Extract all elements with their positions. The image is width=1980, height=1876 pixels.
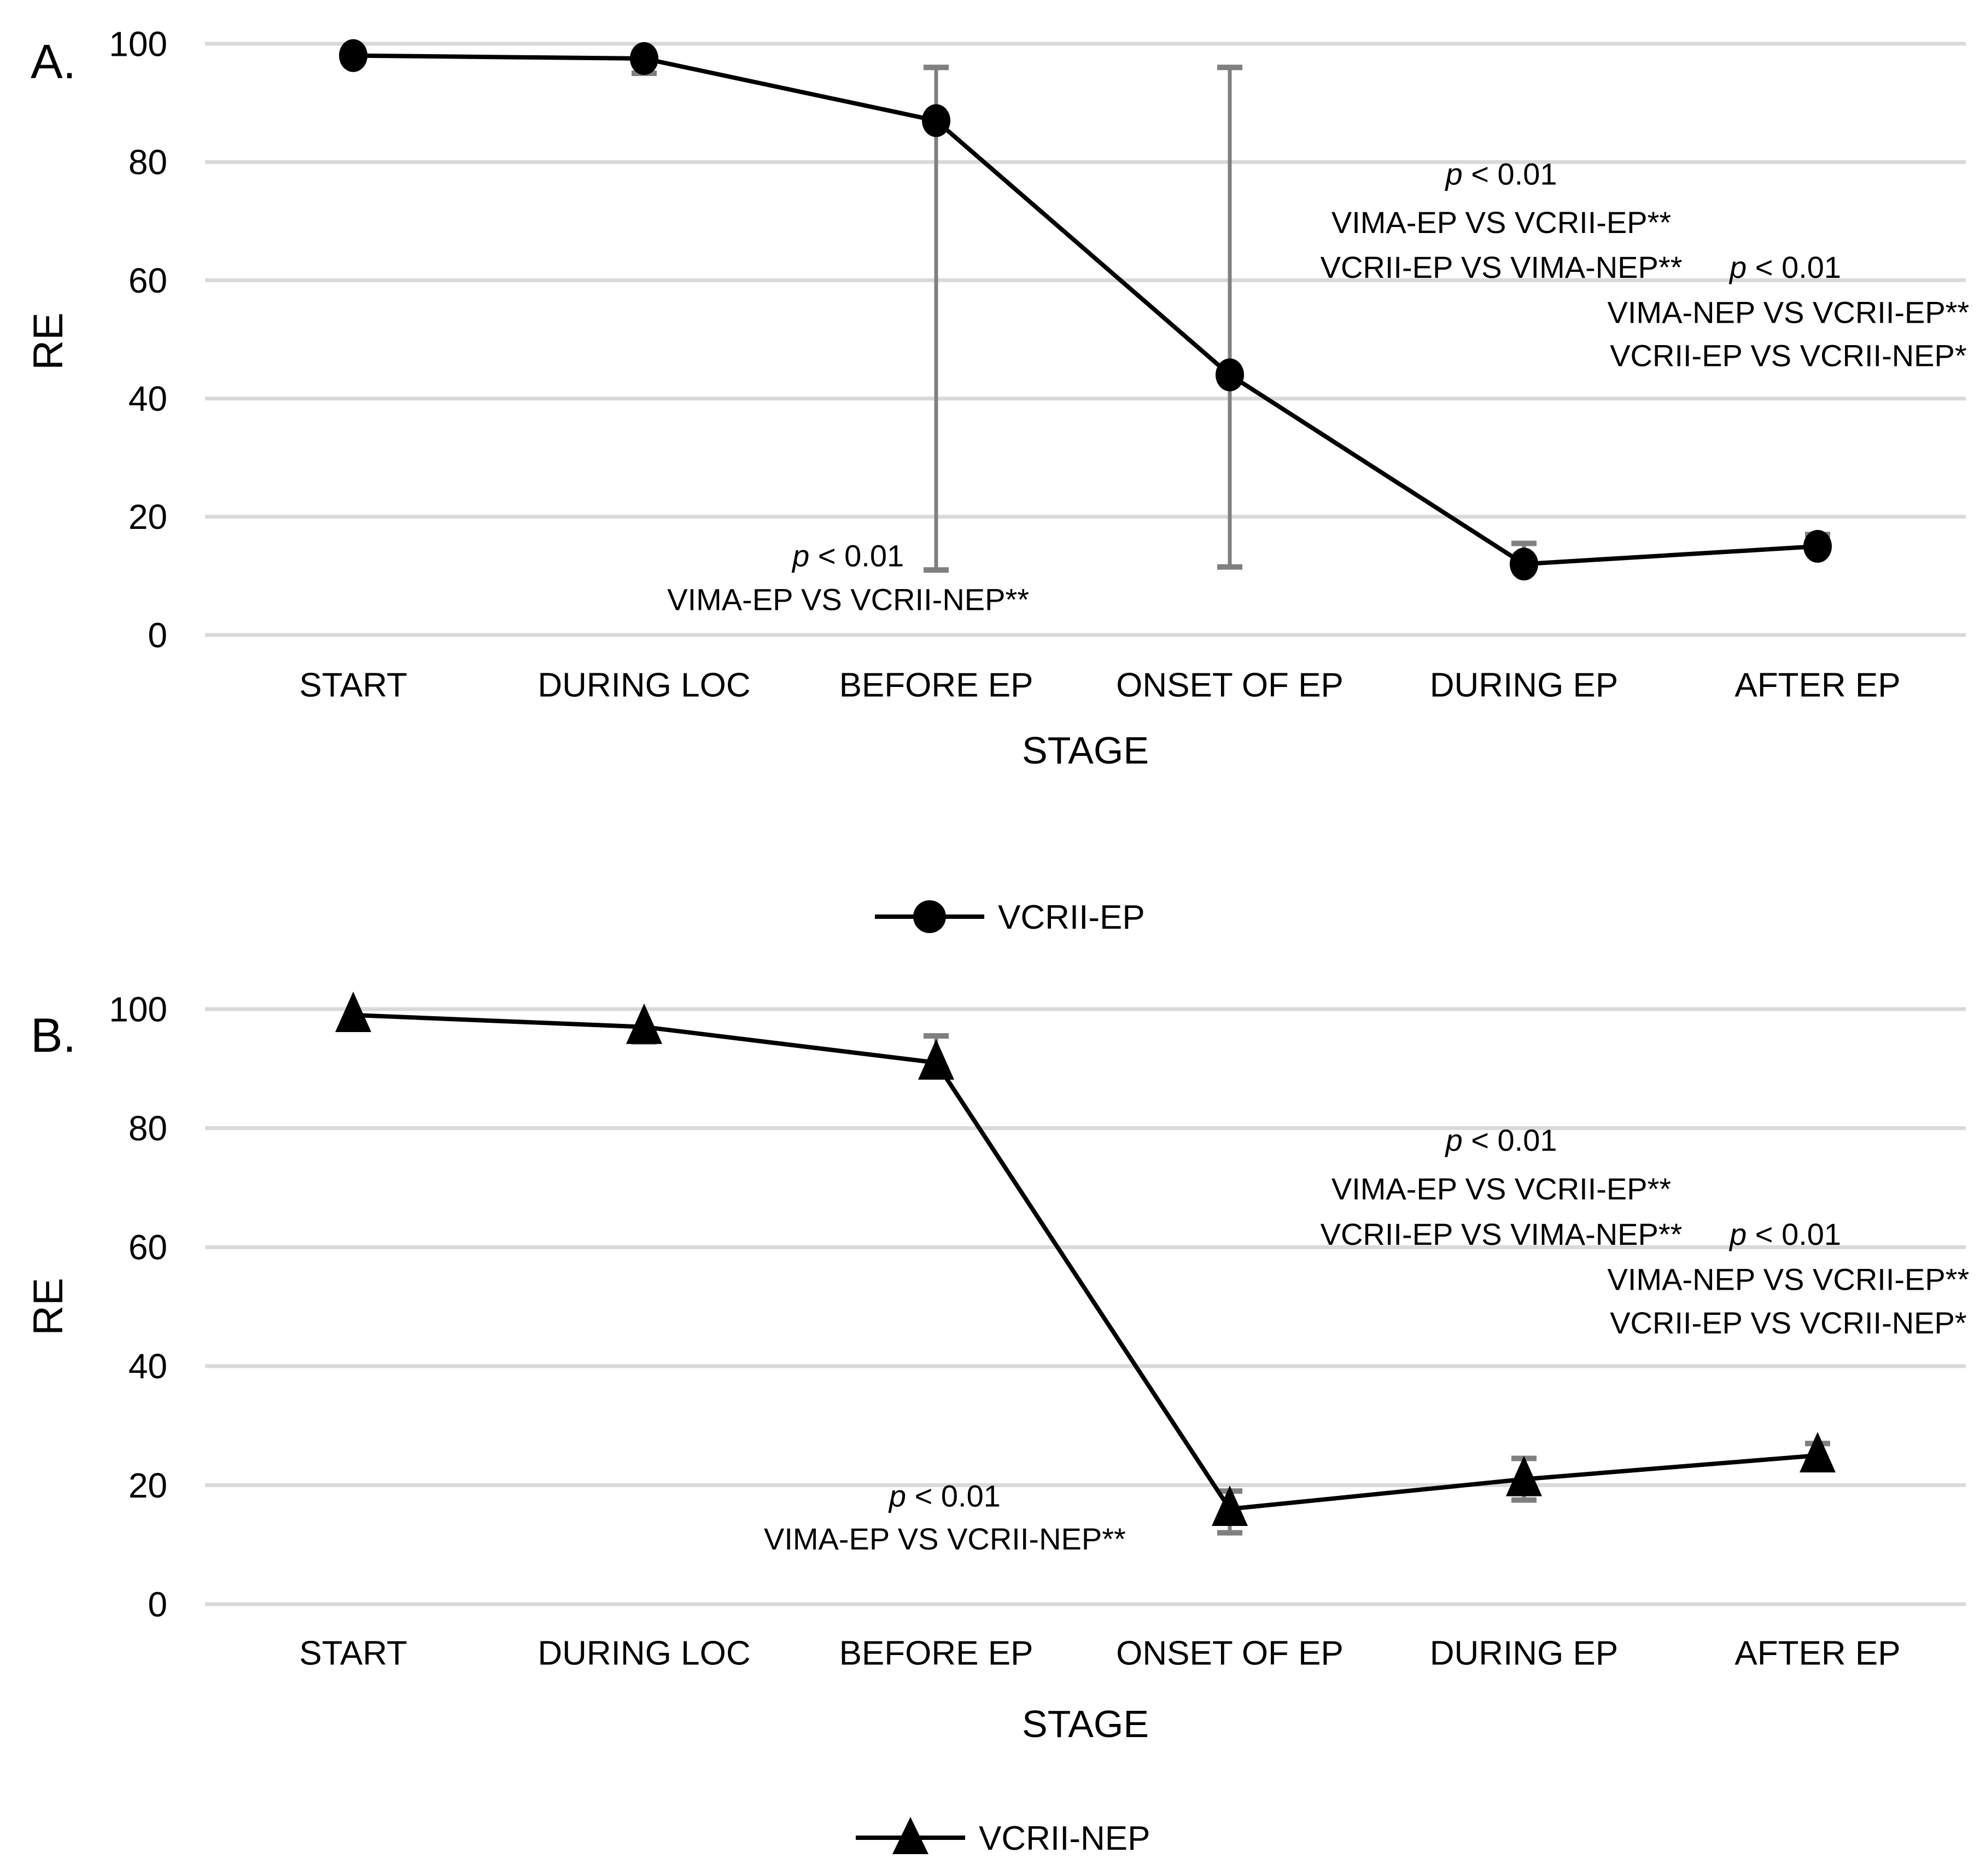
x-category-label: ONSET OF EP — [1116, 667, 1344, 704]
panel-b-y-axis-title: RE — [25, 1278, 72, 1336]
panel-a-x-axis-title: STAGE — [1022, 729, 1149, 772]
annotation-text: p < 0.01 — [1728, 250, 1841, 284]
y-tick-label: 20 — [129, 497, 167, 537]
y-tick-label: 80 — [129, 143, 167, 182]
data-point-marker — [335, 991, 371, 1032]
x-category-label: DURING LOC — [538, 1635, 750, 1673]
y-tick-label: 80 — [129, 1109, 167, 1148]
data-point-marker — [1216, 358, 1244, 392]
y-tick-label: 0 — [148, 615, 167, 655]
legend-circle-marker-icon — [913, 900, 946, 933]
data-point-marker — [922, 104, 950, 137]
data-point-marker — [1506, 1455, 1542, 1496]
annotation-text: VIMA-EP VS VCRII-NEP** — [764, 1522, 1126, 1556]
y-tick-label: 60 — [129, 261, 167, 300]
data-point-marker — [630, 42, 658, 75]
x-category-label: START — [299, 667, 407, 704]
annotation-text: p < 0.01 — [1445, 1123, 1557, 1157]
x-category-label: AFTER EP — [1734, 1635, 1900, 1673]
panel-b-x-axis-title: STAGE — [1022, 1703, 1149, 1745]
annotation-text: VIMA-NEP VS VCRII-EP** — [1608, 295, 1970, 329]
panel-b-legend: VCRII-NEP — [856, 1817, 1150, 1857]
x-category-label: DURING EP — [1430, 1635, 1618, 1673]
annotation-text: VIMA-EP VS VCRII-EP** — [1331, 1172, 1671, 1206]
annotation-text: VCRII-EP VS VIMA-NEP** — [1321, 1217, 1683, 1251]
series-line — [353, 1012, 1818, 1512]
annotation-text: VIMA-NEP VS VCRII-EP** — [1608, 1262, 1970, 1297]
panel-b-letter: B. — [31, 1008, 76, 1062]
annotation-text: VCRII-EP VS VIMA-NEP** — [1321, 250, 1683, 284]
panel-b-plot: 0 20 40 60 80 100 START DURING LOC BEFORE EP ONSE… — [109, 989, 1969, 1672]
panel-a-legend-label: VCRII-EP — [998, 899, 1145, 936]
data-point-marker — [339, 39, 367, 72]
panel-a-y-axis-title: RE — [25, 312, 72, 370]
x-category-label: AFTER EP — [1734, 667, 1900, 704]
data-point-marker — [1803, 529, 1832, 563]
panel-b-legend-label: VCRII-NEP — [979, 1820, 1150, 1857]
x-category-label: ONSET OF EP — [1116, 1635, 1344, 1673]
annotation-text: VIMA-EP VS VCRII-NEP** — [667, 582, 1029, 617]
annotation-text: p < 0.01 — [791, 539, 904, 573]
annotation-text: VCRII-EP VS VCRII-NEP* — [1610, 338, 1966, 372]
y-tick-label: 40 — [129, 379, 167, 418]
data-point-marker — [918, 1039, 954, 1080]
panel-a-letter: A. — [31, 34, 76, 89]
y-tick-label: 60 — [129, 1228, 167, 1267]
data-point-marker — [1800, 1432, 1836, 1473]
x-category-label: DURING LOC — [538, 667, 750, 704]
legend-triangle-marker-icon — [892, 1817, 928, 1854]
y-tick-label: 100 — [109, 24, 167, 63]
data-point-marker — [626, 1003, 662, 1044]
annotation-text: p < 0.01 — [1728, 1217, 1841, 1251]
annotation-text: p < 0.01 — [1445, 156, 1557, 191]
data-point-marker — [1510, 547, 1538, 581]
annotation-text: p < 0.01 — [888, 1479, 1001, 1513]
y-tick-label: 0 — [148, 1584, 167, 1624]
x-category-label: DURING EP — [1430, 667, 1618, 704]
annotation-text: VCRII-EP VS VCRII-NEP* — [1610, 1306, 1966, 1340]
panel-a-plot: 0 20 40 60 80 100 START DURING LOC BEFORE EP ONSE… — [109, 24, 1969, 704]
panel-a-legend: VCRII-EP — [875, 899, 1145, 936]
series-line — [353, 53, 1818, 567]
y-tick-label: 100 — [109, 989, 167, 1029]
annotation-text: VIMA-EP VS VCRII-EP** — [1331, 205, 1671, 240]
y-tick-label: 20 — [129, 1466, 167, 1505]
y-tick-label: 40 — [129, 1347, 167, 1386]
x-category-label: BEFORE EP — [839, 667, 1033, 704]
x-category-label: BEFORE EP — [839, 1635, 1033, 1673]
x-category-label: START — [299, 1635, 407, 1673]
data-point-marker — [1212, 1485, 1248, 1526]
